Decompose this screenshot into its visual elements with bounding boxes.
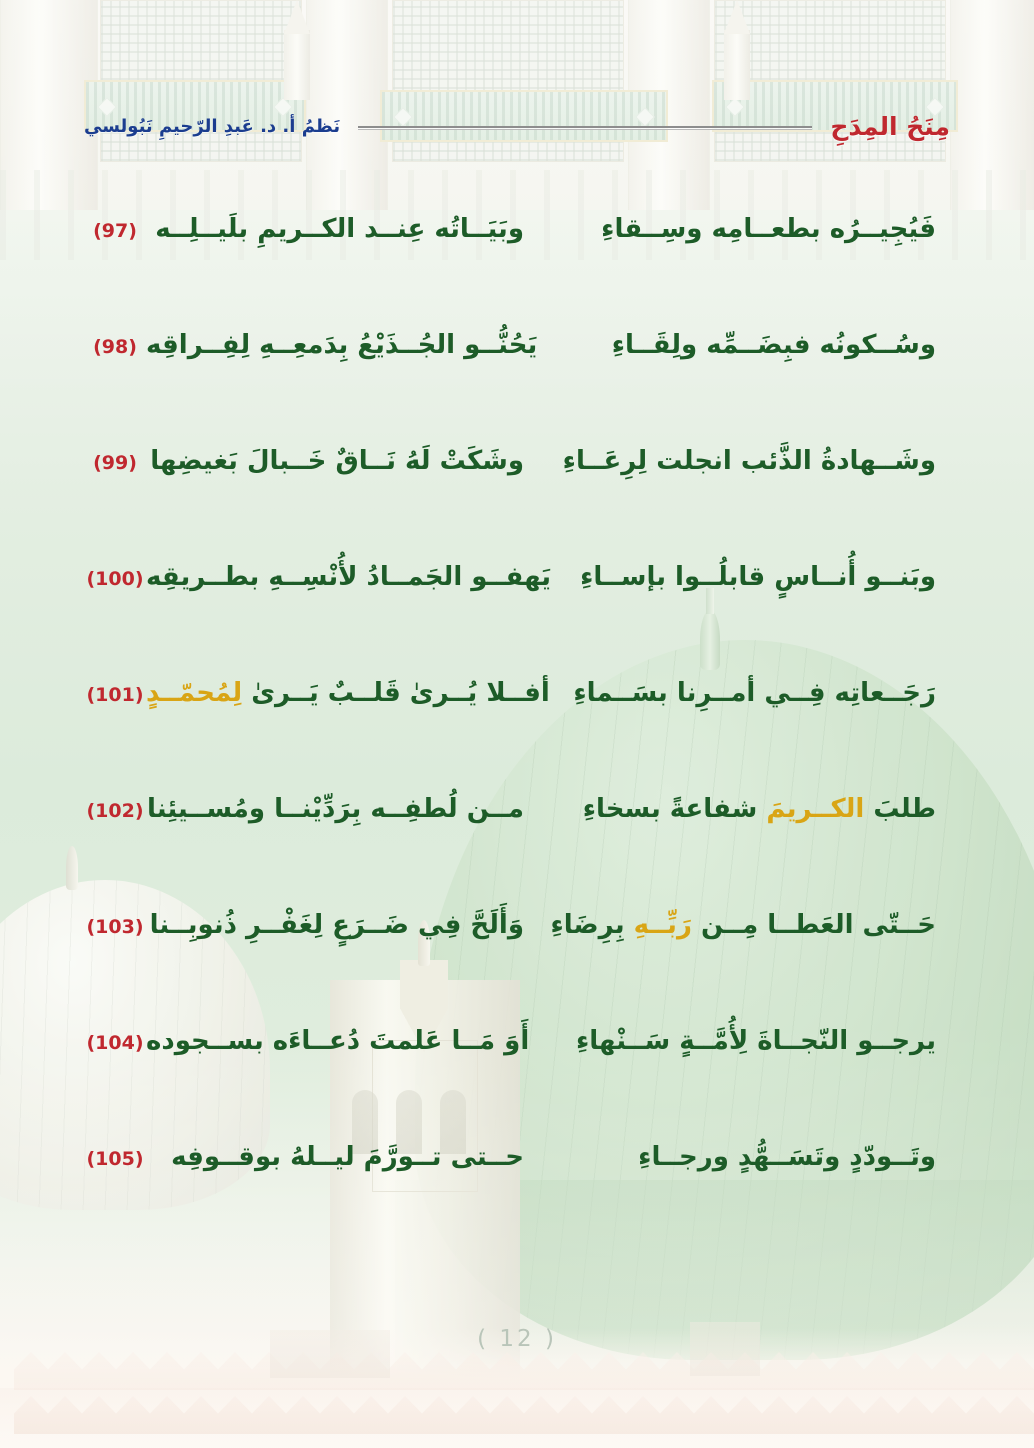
verse-first-hemistich: وشَكَتْ لَهُ نَــاقٌ خَــبالَ بَغيضِها	[150, 446, 524, 476]
verse-number: (97)	[93, 220, 137, 242]
verse-first-hemistich: وبَيَــاتُه عِنــد الكــريمِ بلَيــلِــه	[155, 214, 524, 244]
verse-first-hemistich: يَحُنُّــو الجُــذَيْعُ بِدَمعِــهِ لِفِ…	[146, 330, 538, 360]
verse-number: (101)	[86, 684, 144, 706]
highlighted-word: لِمُحمّــدٍ	[146, 678, 243, 708]
verse-number: (105)	[86, 1148, 144, 1170]
verse-first-hemistich: مــن لُطفِــه بِرَدِّيْنــا ومُســيئِنا	[146, 794, 524, 824]
verse-row: حَــتّى العَطــا مِــن رَبِّــهِ بِرِضَا…	[0, 910, 1034, 1027]
running-header: مِنَحُ المِدَحِ نَظمُ أ. د. عَبدِ الرّحي…	[0, 96, 1034, 156]
verse-second-hemistich: طلبَ الكــريمَ شفاعةً بسخاءِ	[582, 794, 936, 824]
verse-second-hemistich: وبَنــو أُنــاسٍ قابلُــوا بإســاءِ	[580, 562, 936, 592]
verse-row: وشَــهادةُ الذَّئب انجلت لِرِعَــاءِ وشَ…	[0, 446, 1034, 563]
verse-number: (103)	[86, 916, 144, 938]
verse-second-hemistich: وشَــهادةُ الذَّئب انجلت لِرِعَــاءِ	[562, 446, 936, 476]
verse-number: (100)	[86, 568, 144, 590]
verse-first-hemistich: يَهفــو الجَمــادُ لأُنْسِــهِ بطــريقِه	[146, 562, 551, 592]
verse-second-hemistich: حَــتّى العَطــا مِــن رَبِّــهِ بِرِضَا…	[550, 910, 936, 940]
verse-row: وسُــكونُه فبِضَــمِّه ولِقَــاءِ يَحُنُ…	[0, 330, 1034, 447]
highlighted-word: رَبِّــهِ	[633, 910, 692, 940]
verse-second-hemistich: فَيُجِيــرُه بطعــامِه وسِــقاءِ	[601, 214, 936, 244]
verse-first-hemistich: أَوَ مَــا عَلمتَ دُعــاءَه بســجوده	[146, 1026, 530, 1056]
verse-second-hemistich: وسُــكونُه فبِضَــمِّه ولِقَــاءِ	[611, 330, 936, 360]
book-title: مِنَحُ المِدَحِ	[830, 111, 950, 141]
verse-first-hemistich: أفــلا يُــرىٰ قَلــبٌ يَــرىٰ لِمُحمّــ…	[146, 678, 550, 708]
verse-list: فَيُجِيــرُه بطعــامِه وسِــقاءِ وبَيَــ…	[0, 214, 1034, 1259]
verse-row: طلبَ الكــريمَ شفاعةً بسخاءِ مــن لُطفِـ…	[0, 794, 1034, 911]
verse-second-hemistich: يرجــو النّجــاةَ لِأُمَّــةٍ سَــنْهاءِ	[576, 1026, 936, 1056]
verse-first-hemistich: حــتى تــورَّمَ ليــلهُ بوقــوفِه	[171, 1142, 524, 1172]
verse-row: فَيُجِيــرُه بطعــامِه وسِــقاءِ وبَيَــ…	[0, 214, 1034, 331]
highlighted-word: الكــريمَ	[766, 794, 865, 824]
verse-number: (104)	[86, 1032, 144, 1054]
author-credit: نَظمُ أ. د. عَبدِ الرّحيمِ نَبُولسي	[84, 115, 341, 137]
verse-first-hemistich: وَأَلَحَّ فِي ضَــرَعٍ لِغَفْــرِ ذُنوبِ…	[149, 910, 524, 940]
verse-row: رَجَــعاتِه فِــي أمــرِنا بسَــماءِ أفـ…	[0, 678, 1034, 795]
verse-number: (102)	[86, 800, 144, 822]
page-number: ( 12 )	[477, 1326, 557, 1352]
verse-row: وبَنــو أُنــاسٍ قابلُــوا بإســاءِ يَهف…	[0, 562, 1034, 679]
verse-number: (98)	[93, 336, 137, 358]
verse-second-hemistich: رَجَــعاتِه فِــي أمــرِنا بسَــماءِ	[573, 678, 936, 708]
header-divider-rule	[358, 124, 813, 132]
verse-row: يرجــو النّجــاةَ لِأُمَّــةٍ سَــنْهاءِ…	[0, 1026, 1034, 1143]
verse-second-hemistich: وتَــودّدٍ وتَسَــهُّدٍ ورجــاءِ	[638, 1142, 936, 1172]
verse-row: وتَــودّدٍ وتَسَــهُّدٍ ورجــاءِ حــتى ت…	[0, 1142, 1034, 1259]
verse-number: (99)	[93, 452, 137, 474]
